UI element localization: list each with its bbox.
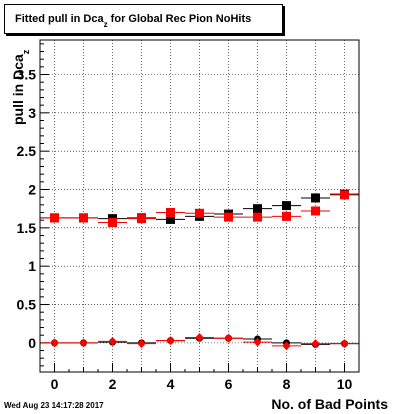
timestamp: Wed Aug 23 14:17:28 2017 [4,401,104,410]
series-1 [40,190,359,227]
data-point [282,201,291,211]
y-tick-label: 3 [28,105,36,121]
data-point [108,336,117,346]
data-point [340,190,349,200]
data-point [166,208,175,218]
data-point [311,206,320,216]
x-tick-label: 2 [109,376,117,392]
data-point [282,211,291,221]
data-point [137,214,146,224]
y-axis-label: pull in Dcaz [10,49,31,125]
data-point [50,213,59,223]
data-point [50,338,59,348]
data-point [79,213,88,223]
y-tick-label: 0.5 [17,297,37,313]
data-point [195,332,204,342]
data-point [311,193,320,203]
y-tick-label: 1 [28,258,36,274]
axis-ticks [39,43,360,372]
data-point [253,204,262,214]
data-point [79,338,88,348]
x-tick-label: 4 [167,376,175,392]
data-point [253,337,262,347]
x-tick-label: 8 [283,376,291,392]
plot-frame [39,39,360,373]
y-tick-label: 2 [28,182,36,198]
data-series [40,189,359,351]
data-point [311,339,320,349]
x-axis-label: No. of Bad Points [271,396,388,412]
x-tick-label: 0 [51,376,59,392]
x-tick-label: 6 [225,376,233,392]
data-point [166,336,175,346]
y-tick-label: 0 [28,335,36,351]
chart-title-box: Fitted pull in Dcaz for Global Rec Pion … [4,4,283,34]
data-point [108,217,117,227]
data-point [195,208,204,218]
data-point [224,333,233,343]
data-point [166,214,175,224]
series-3 [40,332,359,351]
data-point [224,212,233,222]
grid-lines [40,40,359,372]
y-tick-label: 3.5 [17,67,37,83]
y-tick-label: 1.5 [17,220,37,236]
data-point [340,339,349,349]
x-tick-label: 10 [337,376,353,392]
data-point [282,341,291,351]
data-point [137,339,146,349]
y-tick-label: 2.5 [17,143,37,159]
tick-labels: 0 2 4 6 8 10 0 0.5 1 1.5 2 2.5 3 3.5 [17,67,353,392]
data-point [253,212,262,222]
chart-title: Fitted pull in Dcaz for Global Rec Pion … [15,13,252,30]
